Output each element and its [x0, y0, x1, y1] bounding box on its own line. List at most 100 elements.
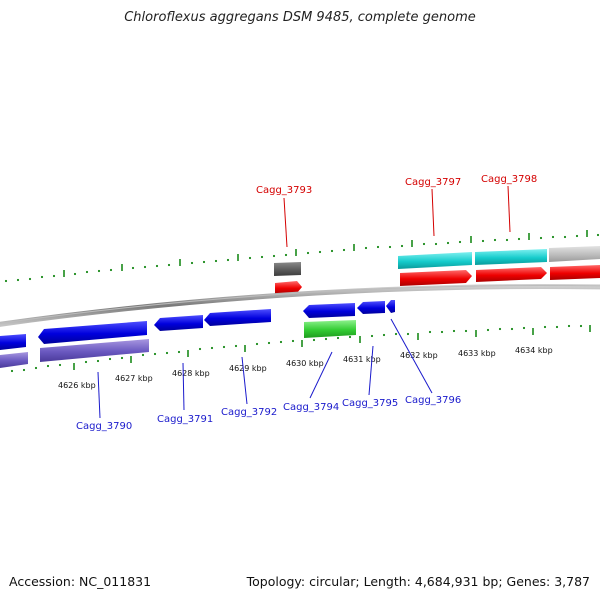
outer-tick-row — [4, 230, 600, 283]
tick-dot — [73, 272, 77, 276]
gene-arrow[interactable] — [550, 265, 600, 280]
gene-label[interactable]: Cagg_3793 — [256, 185, 312, 196]
gene-label[interactable]: Cagg_3796 — [405, 395, 461, 406]
tick-dot — [226, 258, 230, 262]
gene-arrow[interactable] — [274, 262, 301, 276]
tick-dot — [493, 238, 497, 242]
gene-arrow[interactable] — [275, 281, 302, 294]
tick-dot — [16, 278, 20, 282]
tick-dot — [481, 239, 485, 243]
tick-dot — [177, 350, 181, 354]
scale-label: 4628 kbp — [172, 369, 210, 378]
tick-dot — [539, 236, 543, 240]
tick-dot — [284, 253, 288, 257]
tick-dot — [97, 269, 101, 273]
tick-dot — [579, 324, 583, 328]
tick-dot — [214, 259, 218, 263]
tick-dot — [260, 255, 264, 259]
tick-dot — [563, 235, 567, 239]
gene-labels: Cagg_3793 Cagg_3797 Cagg_3798 Cagg_3790 … — [76, 174, 537, 432]
gene-arrow[interactable] — [400, 270, 472, 286]
tick-dot — [120, 356, 124, 360]
tick-dot — [52, 274, 56, 278]
forward-strand-genes — [0, 300, 395, 368]
gene-arrow[interactable] — [154, 315, 203, 331]
tick-dot — [434, 242, 438, 246]
gene-label[interactable]: Cagg_3790 — [76, 421, 132, 432]
genome-backbone-highlight — [0, 284, 600, 324]
tick-dot — [406, 332, 410, 336]
tick-dot — [198, 347, 202, 351]
leader-line — [309, 351, 333, 399]
tick-dot — [143, 265, 147, 269]
tick-dot — [498, 327, 502, 331]
reverse-strand-genes — [274, 246, 600, 294]
gene-label[interactable]: Cagg_3798 — [481, 174, 537, 185]
leader-line — [431, 188, 435, 237]
gene-arrow[interactable] — [38, 321, 147, 344]
gene-label[interactable]: Cagg_3794 — [283, 402, 339, 413]
gene-arrow[interactable] — [357, 301, 385, 314]
gene-label[interactable]: Cagg_3795 — [342, 398, 398, 409]
gene-label[interactable]: Cagg_3797 — [405, 177, 461, 188]
tick-dot — [167, 263, 171, 267]
tick-dot — [336, 336, 340, 340]
tick-dot — [394, 332, 398, 336]
scale-label: 4629 kbp — [229, 364, 267, 373]
tick-dot — [4, 279, 8, 283]
tick-dot — [428, 330, 432, 334]
tick-dot — [165, 351, 169, 355]
tick-dot — [141, 353, 145, 357]
tick-dot — [291, 339, 295, 343]
tick-dot — [551, 235, 555, 239]
gene-arrow[interactable] — [303, 303, 355, 318]
tick-dot — [248, 256, 252, 260]
gene-arrow[interactable] — [304, 320, 356, 338]
tick-dot — [575, 234, 579, 238]
tick-dot — [596, 233, 600, 237]
tick-dot — [376, 245, 380, 249]
scale-label: 4630 kbp — [286, 359, 324, 368]
tick-dot — [510, 327, 514, 331]
tick-dot — [388, 245, 392, 249]
gene-arrow[interactable] — [0, 334, 26, 350]
gene-arrow[interactable] — [475, 249, 547, 265]
tick-dot — [306, 251, 310, 255]
gene-arrow[interactable] — [40, 339, 149, 362]
tick-dot — [153, 352, 157, 356]
map-title: Chloroflexus aggregans DSM 9485, complet… — [124, 10, 476, 25]
tick-dot — [85, 270, 89, 274]
tick-dot — [422, 242, 426, 246]
gene-arrow[interactable] — [549, 246, 600, 262]
genome-backbone — [0, 283, 600, 327]
gene-label[interactable]: Cagg_3792 — [221, 407, 277, 418]
leader-line — [507, 185, 511, 233]
tick-dot — [382, 333, 386, 337]
gene-label[interactable]: Cagg_3791 — [157, 414, 213, 425]
tick-dot — [108, 357, 112, 361]
tick-dot — [324, 337, 328, 341]
tick-dot — [543, 325, 547, 329]
tick-dot — [34, 366, 38, 370]
leader-line — [182, 362, 185, 411]
gene-arrow[interactable] — [0, 352, 28, 368]
leader-line — [368, 345, 374, 396]
tick-dot — [364, 246, 368, 250]
tick-dot — [522, 326, 526, 330]
gene-arrow[interactable] — [204, 309, 271, 326]
scale-labels: 4626 kbp 4627 kbp 4628 kbp 4629 kbp 4630… — [58, 346, 553, 390]
scale-label: 4631 kbp — [343, 355, 381, 364]
gene-arrow[interactable] — [386, 300, 395, 313]
tick-dot — [109, 268, 113, 272]
tick-dot — [312, 338, 316, 342]
leader-line — [283, 197, 288, 248]
leader-line — [97, 371, 101, 419]
tick-dot — [46, 364, 50, 368]
tick-dot — [84, 360, 88, 364]
tick-dot — [210, 346, 214, 350]
tick-dot — [22, 368, 26, 372]
gene-arrow[interactable] — [398, 252, 472, 269]
tick-dot — [464, 329, 468, 333]
gene-arrow[interactable] — [476, 267, 547, 282]
